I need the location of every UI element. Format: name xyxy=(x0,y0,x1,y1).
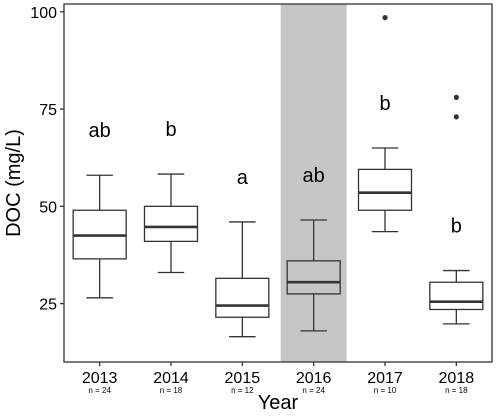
sample-size-label: n = 12 xyxy=(231,386,254,395)
box-2016 xyxy=(286,219,341,332)
outlier-point xyxy=(382,15,388,21)
iqr-box xyxy=(143,205,199,243)
iqr-box xyxy=(429,281,484,311)
y-tick-label: 25 xyxy=(39,297,57,314)
x-tick-label: 2017 xyxy=(367,370,403,387)
group-letter: ab xyxy=(89,120,111,142)
axes-layer xyxy=(60,3,493,366)
sample-size-label: n = 18 xyxy=(445,386,468,395)
iqr-box xyxy=(215,277,270,318)
x-tick-label: 2018 xyxy=(439,370,475,387)
y-tick-label: 75 xyxy=(39,102,57,119)
x-tick-label: 2016 xyxy=(296,370,332,387)
box-2017 xyxy=(357,15,413,233)
box-2018 xyxy=(429,94,484,325)
sample-size-label: n = 24 xyxy=(302,386,325,395)
iqr-box xyxy=(357,168,413,211)
group-letter: b xyxy=(451,216,462,238)
box-2014 xyxy=(143,173,199,274)
box-2013 xyxy=(72,174,127,299)
group-letter: b xyxy=(165,119,176,141)
outlier-point xyxy=(453,94,459,100)
group-letter: a xyxy=(237,167,249,189)
x-tick-label: 2014 xyxy=(153,370,189,387)
plot-panel-border xyxy=(63,3,493,363)
group-letter: b xyxy=(379,93,390,115)
y-axis-title: DOC (mg/L) xyxy=(3,129,25,237)
y-tick-label: 100 xyxy=(30,5,57,22)
iqr-box xyxy=(286,260,341,295)
y-tick-label: 50 xyxy=(39,199,57,216)
x-tick-label: 2013 xyxy=(82,370,118,387)
sample-size-label: n = 18 xyxy=(160,386,183,395)
outlier-point xyxy=(453,114,459,120)
boxes-layer xyxy=(72,15,484,338)
group-letter: ab xyxy=(303,165,325,187)
sample-size-label: n = 24 xyxy=(88,386,111,395)
x-tick-label: 2015 xyxy=(225,370,261,387)
box-2015 xyxy=(215,221,270,338)
sample-size-label: n = 10 xyxy=(374,386,397,395)
x-axis-title: Year xyxy=(258,392,299,413)
